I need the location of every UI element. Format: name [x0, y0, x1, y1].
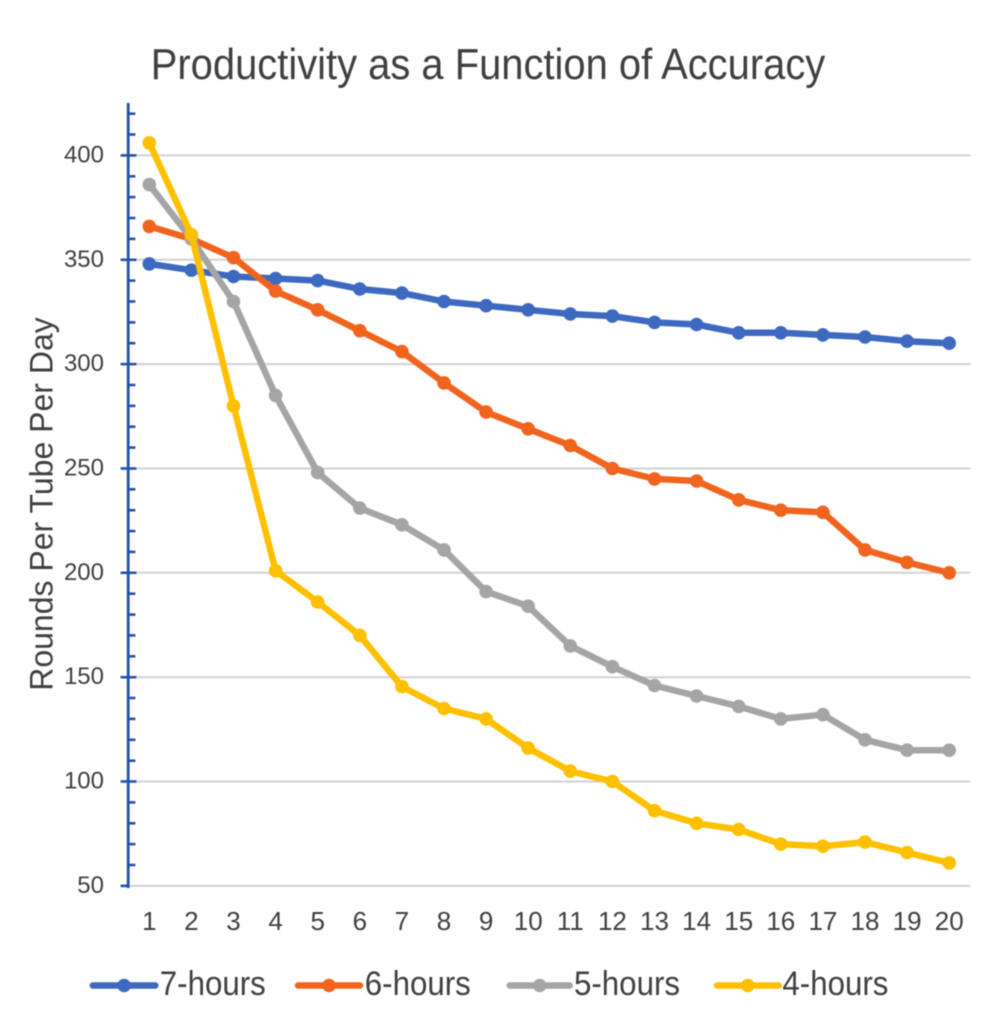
svg-text:14: 14: [682, 906, 711, 936]
svg-text:4-hours: 4-hours: [782, 965, 888, 1003]
svg-text:Productivity as a Function of: Productivity as a Function of Accuracy: [151, 40, 826, 89]
svg-text:19: 19: [893, 906, 922, 936]
svg-text:6-hours: 6-hours: [365, 965, 471, 1003]
svg-text:200: 200: [64, 559, 104, 586]
svg-text:5: 5: [310, 906, 324, 936]
svg-text:150: 150: [64, 663, 104, 690]
svg-text:50: 50: [77, 872, 104, 899]
svg-text:350: 350: [64, 246, 104, 273]
svg-text:2: 2: [184, 906, 198, 936]
svg-text:400: 400: [64, 141, 104, 168]
svg-text:18: 18: [851, 906, 880, 936]
svg-text:8: 8: [437, 906, 451, 936]
svg-text:13: 13: [640, 906, 669, 936]
svg-text:300: 300: [64, 350, 104, 377]
svg-text:16: 16: [766, 906, 795, 936]
svg-text:100: 100: [64, 768, 104, 795]
svg-text:5-hours: 5-hours: [574, 965, 680, 1003]
svg-text:4: 4: [268, 906, 282, 936]
svg-text:7-hours: 7-hours: [160, 965, 266, 1003]
svg-text:6: 6: [353, 906, 367, 936]
svg-text:12: 12: [598, 906, 627, 936]
svg-text:250: 250: [64, 455, 104, 482]
svg-text:17: 17: [808, 906, 837, 936]
svg-text:1: 1: [142, 906, 156, 936]
svg-text:Rounds Per Tube Per Day: Rounds Per Tube Per Day: [24, 317, 60, 691]
svg-text:9: 9: [479, 906, 493, 936]
svg-text:15: 15: [724, 906, 753, 936]
svg-text:10: 10: [514, 906, 543, 936]
svg-text:7: 7: [395, 906, 409, 936]
svg-text:11: 11: [557, 906, 584, 936]
svg-text:3: 3: [226, 906, 240, 936]
svg-text:20: 20: [935, 906, 964, 936]
